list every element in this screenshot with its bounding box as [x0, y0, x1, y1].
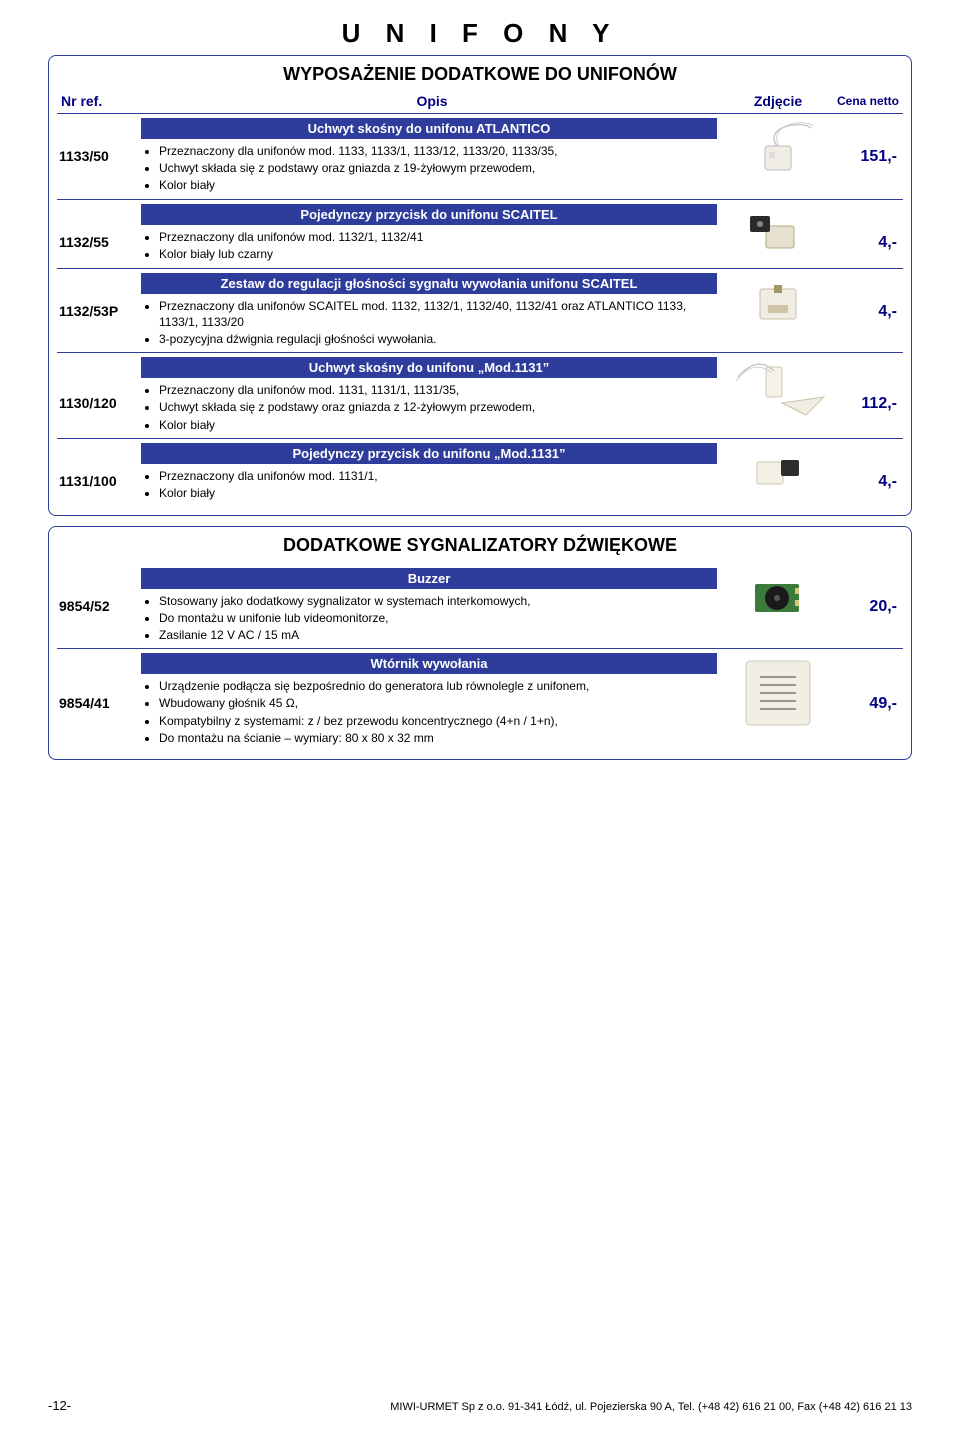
header-cena: Cena netto	[833, 94, 903, 108]
item-subheader: Pojedynczy przycisk do unifonu SCAITEL	[141, 204, 717, 225]
brand-title: U N I F O N Y	[48, 18, 912, 49]
item-subheader: Zestaw do regulacji głośności sygnału wy…	[141, 273, 717, 294]
table-row: 1130/120 Uchwyt skośny do unifonu „Mod.1…	[57, 353, 903, 438]
description-cell: Uchwyt skośny do unifonu „Mod.1131” Prze…	[141, 357, 723, 434]
bullet: Urządzenie podłącza się bezpośrednio do …	[159, 678, 717, 694]
table-row: 1133/50 Uchwyt skośny do unifonu ATLANTI…	[57, 114, 903, 199]
table-row: 9854/52 Buzzer Stosowany jako dodatkowy …	[57, 564, 903, 649]
product-image	[723, 568, 833, 628]
price: 112,-	[833, 357, 903, 413]
table-row: 1132/53P Zestaw do regulacji głośności s…	[57, 269, 903, 353]
bullet: Przeznaczony dla unifonów SCAITEL mod. 1…	[159, 298, 717, 330]
header-opis: Opis	[141, 93, 723, 109]
item-subheader: Pojedynczy przycisk do unifonu „Mod.1131…	[141, 443, 717, 464]
description-cell: Pojedynczy przycisk do unifonu „Mod.1131…	[141, 443, 723, 502]
bullet: 3-pozycyjna dźwignia regulacji głośności…	[159, 331, 717, 347]
table-header: Nr ref. Opis Zdjęcie Cena netto	[57, 93, 903, 113]
bullet: Kolor biały lub czarny	[159, 246, 717, 262]
ref-number: 1131/100	[57, 443, 141, 489]
bullet: Przeznaczony dla unifonów mod. 1131/1,	[159, 468, 717, 484]
price: 49,-	[833, 653, 903, 713]
product-image	[723, 204, 833, 264]
section-title: WYPOSAŻENIE DODATKOWE DO UNIFONÓW	[57, 64, 903, 85]
description-cell: Uchwyt skośny do unifonu ATLANTICO Przez…	[141, 118, 723, 195]
description-cell: Wtórnik wywołania Urządzenie podłącza si…	[141, 653, 723, 747]
price: 4,-	[833, 204, 903, 252]
bullet: Uchwyt składa się z podstawy oraz gniazd…	[159, 399, 717, 415]
product-image	[723, 118, 833, 178]
bullet: Wbudowany głośnik 45 Ω,	[159, 695, 717, 711]
company-info: MIWI-URMET Sp z o.o. 91-341 Łódź, ul. Po…	[390, 1401, 912, 1413]
item-subheader: Buzzer	[141, 568, 717, 589]
section-signaling: DODATKOWE SYGNALIZATORY DŹWIĘKOWE 9854/5…	[48, 526, 912, 760]
bullet: Do montażu na ścianie – wymiary: 80 x 80…	[159, 730, 717, 746]
page-number: -12-	[48, 1398, 71, 1413]
ref-number: 1133/50	[57, 118, 141, 164]
bullet: Stosowany jako dodatkowy sygnalizator w …	[159, 593, 717, 609]
page-footer: -12- MIWI-URMET Sp z o.o. 91-341 Łódź, u…	[48, 1398, 912, 1413]
product-image	[723, 357, 833, 422]
product-image	[723, 273, 833, 333]
ref-number: 1132/53P	[57, 273, 141, 319]
description-cell: Buzzer Stosowany jako dodatkowy sygnaliz…	[141, 568, 723, 645]
table-row: 9854/41 Wtórnik wywołania Urządzenie pod…	[57, 649, 903, 751]
bullet: Przeznaczony dla unifonów mod. 1132/1, 1…	[159, 229, 717, 245]
section-title: DODATKOWE SYGNALIZATORY DŹWIĘKOWE	[57, 535, 903, 556]
bullet: Przeznaczony dla unifonów mod. 1133, 113…	[159, 143, 717, 159]
item-subheader: Uchwyt skośny do unifonu „Mod.1131”	[141, 357, 717, 378]
description-cell: Zestaw do regulacji głośności sygnału wy…	[141, 273, 723, 349]
header-zdjecie: Zdjęcie	[723, 93, 833, 109]
bullet: Kolor biały	[159, 177, 717, 193]
table-row: 1132/55 Pojedynczy przycisk do unifonu S…	[57, 200, 903, 268]
ref-number: 9854/41	[57, 653, 141, 711]
price: 4,-	[833, 443, 903, 491]
bullet: Przeznaczony dla unifonów mod. 1131, 113…	[159, 382, 717, 398]
bullet: Kolor biały	[159, 417, 717, 433]
price: 20,-	[833, 568, 903, 616]
bullet: Zasilanie 12 V AC / 15 mA	[159, 627, 717, 643]
bullet: Do montażu w unifonie lub videomonitorze…	[159, 610, 717, 626]
product-image	[723, 653, 833, 733]
product-image	[723, 443, 833, 503]
price: 4,-	[833, 273, 903, 321]
bullet: Kompatybilny z systemami: z / bez przewo…	[159, 713, 717, 729]
price: 151,-	[833, 118, 903, 166]
item-subheader: Wtórnik wywołania	[141, 653, 717, 674]
ref-number: 1130/120	[57, 357, 141, 411]
section-accessories: WYPOSAŻENIE DODATKOWE DO UNIFONÓW Nr ref…	[48, 55, 912, 516]
ref-number: 9854/52	[57, 568, 141, 614]
bullet: Kolor biały	[159, 485, 717, 501]
table-row: 1131/100 Pojedynczy przycisk do unifonu …	[57, 439, 903, 507]
bullet: Uchwyt składa się z podstawy oraz gniazd…	[159, 160, 717, 176]
item-subheader: Uchwyt skośny do unifonu ATLANTICO	[141, 118, 717, 139]
description-cell: Pojedynczy przycisk do unifonu SCAITEL P…	[141, 204, 723, 263]
ref-number: 1132/55	[57, 204, 141, 250]
header-ref: Nr ref.	[57, 93, 141, 109]
